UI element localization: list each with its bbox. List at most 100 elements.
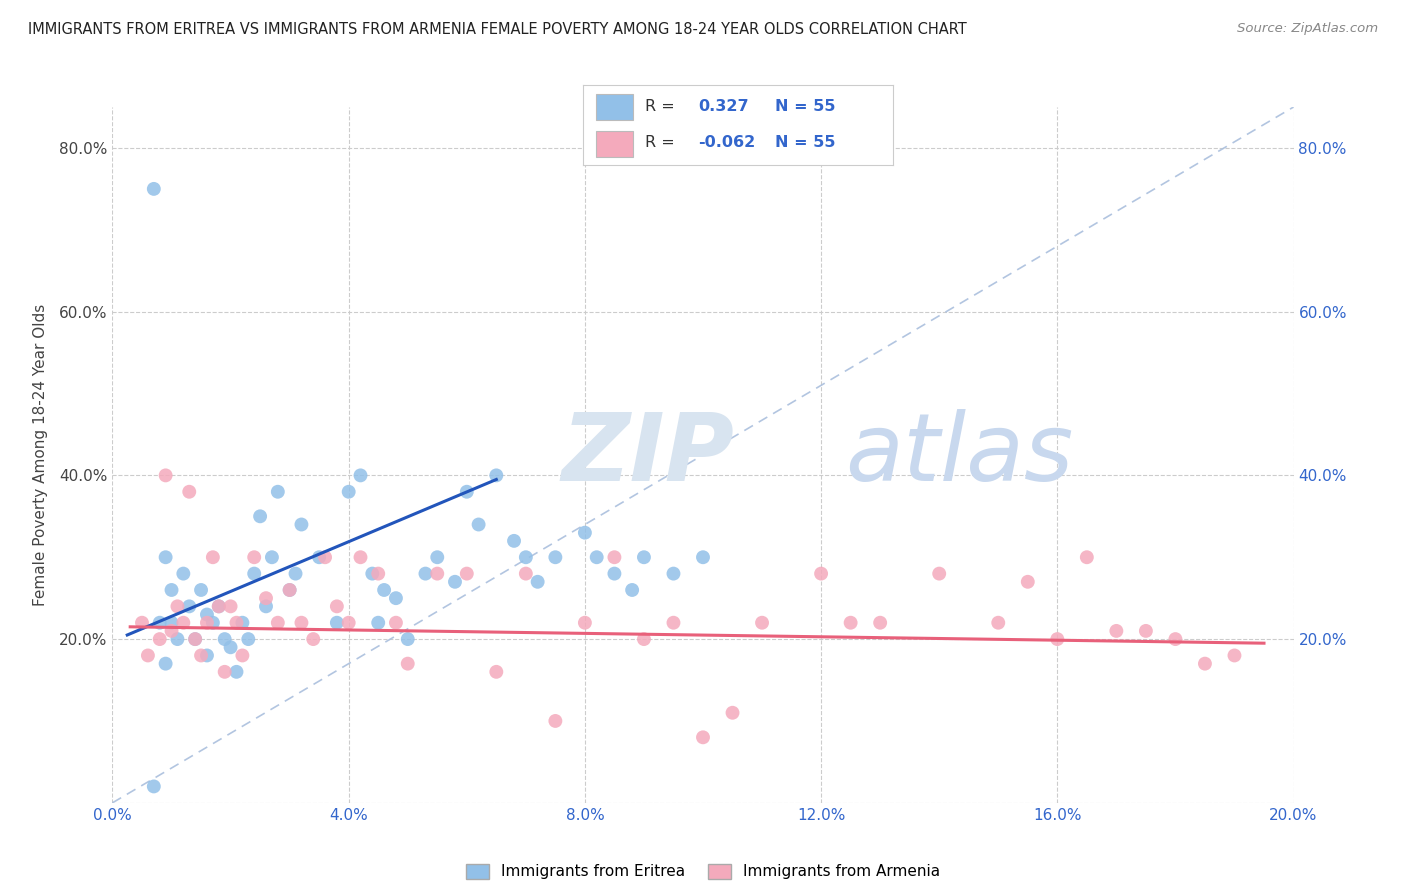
- Point: [692, 731, 714, 745]
- Point: [201, 550, 224, 565]
- Point: [633, 550, 655, 565]
- Point: [385, 615, 408, 630]
- Point: [254, 599, 277, 614]
- Point: [172, 615, 194, 630]
- Point: [195, 607, 218, 622]
- Text: R =: R =: [645, 99, 681, 114]
- Point: [225, 615, 247, 630]
- Point: [201, 615, 224, 630]
- Text: ZIP: ZIP: [561, 409, 734, 501]
- Point: [396, 632, 419, 646]
- Point: [290, 615, 312, 630]
- Point: [284, 566, 307, 581]
- Point: [1164, 632, 1187, 646]
- Point: [302, 632, 325, 646]
- Point: [361, 566, 384, 581]
- Point: [214, 665, 236, 679]
- Point: [367, 566, 389, 581]
- Point: [337, 484, 360, 499]
- Point: [190, 648, 212, 663]
- Point: [195, 648, 218, 663]
- Point: [367, 615, 389, 630]
- Point: [131, 615, 153, 630]
- Point: [515, 550, 537, 565]
- Point: [426, 550, 449, 565]
- Point: [633, 632, 655, 646]
- Point: [160, 582, 183, 597]
- Point: [574, 615, 596, 630]
- Point: [166, 632, 188, 646]
- Point: [396, 657, 419, 671]
- Point: [267, 615, 290, 630]
- Point: [1046, 632, 1069, 646]
- Point: [243, 550, 266, 565]
- Point: [278, 582, 301, 597]
- Point: [426, 566, 449, 581]
- Point: [456, 484, 478, 499]
- Point: [467, 517, 489, 532]
- Point: [231, 615, 253, 630]
- Point: [136, 648, 159, 663]
- Point: [349, 468, 371, 483]
- Point: [810, 566, 832, 581]
- Point: [444, 574, 467, 589]
- Point: [544, 714, 567, 728]
- Point: [260, 550, 283, 565]
- Point: [1076, 550, 1098, 565]
- Point: [1223, 648, 1246, 663]
- Point: [574, 525, 596, 540]
- Point: [208, 599, 231, 614]
- Point: [278, 582, 301, 597]
- Text: IMMIGRANTS FROM ERITREA VS IMMIGRANTS FROM ARMENIA FEMALE POVERTY AMONG 18-24 YE: IMMIGRANTS FROM ERITREA VS IMMIGRANTS FR…: [28, 22, 967, 37]
- Point: [526, 574, 548, 589]
- Text: Source: ZipAtlas.com: Source: ZipAtlas.com: [1237, 22, 1378, 36]
- Point: [337, 615, 360, 630]
- Point: [839, 615, 862, 630]
- Point: [166, 599, 188, 614]
- Point: [987, 615, 1010, 630]
- Point: [155, 657, 177, 671]
- Point: [238, 632, 260, 646]
- Point: [155, 468, 177, 483]
- Point: [160, 624, 183, 638]
- Point: [349, 550, 371, 565]
- Text: 0.327: 0.327: [697, 99, 748, 114]
- Point: [751, 615, 773, 630]
- Point: [219, 599, 242, 614]
- Text: atlas: atlas: [845, 409, 1073, 500]
- Point: [190, 582, 212, 597]
- Point: [373, 582, 395, 597]
- Point: [621, 582, 644, 597]
- Point: [869, 615, 891, 630]
- Point: [585, 550, 607, 565]
- Point: [160, 615, 183, 630]
- Point: [184, 632, 207, 646]
- Point: [692, 550, 714, 565]
- Point: [544, 550, 567, 565]
- Point: [603, 550, 626, 565]
- Point: [214, 632, 236, 646]
- Point: [1135, 624, 1157, 638]
- Point: [243, 566, 266, 581]
- Point: [603, 566, 626, 581]
- Point: [267, 484, 290, 499]
- Text: N = 55: N = 55: [775, 136, 835, 151]
- Point: [254, 591, 277, 606]
- Point: [385, 591, 408, 606]
- Point: [1017, 574, 1039, 589]
- Text: -0.062: -0.062: [697, 136, 755, 151]
- Point: [308, 550, 330, 565]
- Point: [326, 599, 349, 614]
- Y-axis label: Female Poverty Among 18-24 Year Olds: Female Poverty Among 18-24 Year Olds: [32, 304, 48, 606]
- Point: [515, 566, 537, 581]
- Point: [149, 632, 172, 646]
- Point: [219, 640, 242, 655]
- Point: [155, 550, 177, 565]
- Text: N = 55: N = 55: [775, 99, 835, 114]
- Point: [179, 599, 201, 614]
- Point: [326, 615, 349, 630]
- Point: [225, 665, 247, 679]
- Point: [208, 599, 231, 614]
- FancyBboxPatch shape: [596, 95, 633, 120]
- Legend: Immigrants from Eritrea, Immigrants from Armenia: Immigrants from Eritrea, Immigrants from…: [460, 857, 946, 886]
